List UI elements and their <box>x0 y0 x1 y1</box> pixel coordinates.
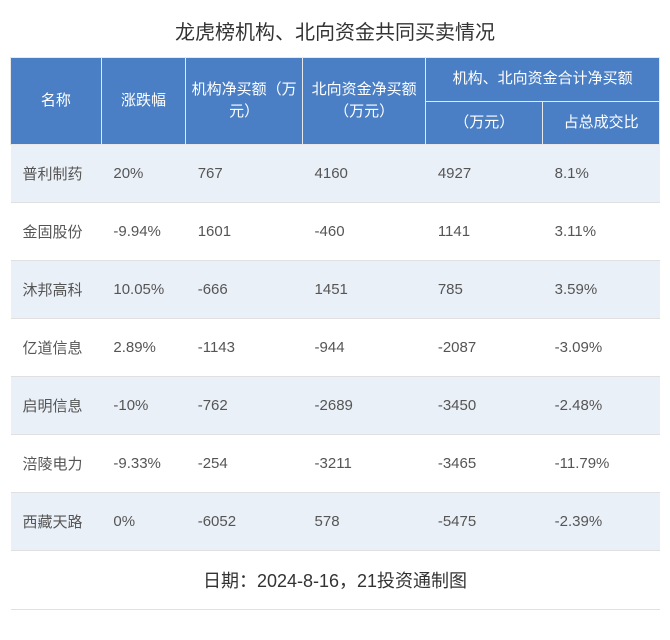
page-title: 龙虎榜机构、北向资金共同买卖情况 <box>10 8 660 57</box>
cell-name: 亿道信息 <box>11 319 102 377</box>
cell-inst_net: -254 <box>186 435 303 493</box>
cell-ratio: 3.59% <box>543 261 660 319</box>
cell-change_pct: -9.33% <box>101 435 185 493</box>
cell-change_pct: -10% <box>101 377 185 435</box>
cell-north_net: 1451 <box>303 261 426 319</box>
cell-total: 4927 <box>426 145 543 203</box>
cell-ratio: 3.11% <box>543 203 660 261</box>
header-name: 名称 <box>11 58 102 145</box>
cell-total: -3450 <box>426 377 543 435</box>
cell-ratio: -3.09% <box>543 319 660 377</box>
data-table: 名称 涨跌幅 机构净买额（万元） 北向资金净买额（万元） 机构、北向资金合计净买… <box>10 57 660 610</box>
cell-name: 西藏天路 <box>11 493 102 551</box>
table-row: 亿道信息2.89%-1143-944-2087-3.09% <box>11 319 660 377</box>
cell-north_net: -3211 <box>303 435 426 493</box>
cell-change_pct: 20% <box>101 145 185 203</box>
cell-inst_net: -1143 <box>186 319 303 377</box>
cell-change_pct: 2.89% <box>101 319 185 377</box>
cell-inst_net: 1601 <box>186 203 303 261</box>
header-change-pct: 涨跌幅 <box>101 58 185 145</box>
cell-ratio: 8.1% <box>543 145 660 203</box>
cell-total: 1141 <box>426 203 543 261</box>
footer-text: 日期：2024-8-16，21投资通制图 <box>11 551 660 610</box>
cell-ratio: -2.39% <box>543 493 660 551</box>
cell-total: -5475 <box>426 493 543 551</box>
cell-north_net: -460 <box>303 203 426 261</box>
cell-ratio: -11.79% <box>543 435 660 493</box>
table-body: 普利制药20%767416049278.1%金固股份-9.94%1601-460… <box>11 145 660 551</box>
header-combined-group: 机构、北向资金合计净买额 <box>426 58 660 102</box>
cell-name: 涪陵电力 <box>11 435 102 493</box>
table-row: 西藏天路0%-6052578-5475-2.39% <box>11 493 660 551</box>
cell-inst_net: -762 <box>186 377 303 435</box>
cell-change_pct: 0% <box>101 493 185 551</box>
table-row: 启明信息-10%-762-2689-3450-2.48% <box>11 377 660 435</box>
cell-north_net: -2689 <box>303 377 426 435</box>
cell-north_net: -944 <box>303 319 426 377</box>
cell-inst_net: -6052 <box>186 493 303 551</box>
cell-north_net: 4160 <box>303 145 426 203</box>
header-combined-ratio: 占总成交比 <box>543 101 660 145</box>
cell-name: 沐邦高科 <box>11 261 102 319</box>
table-header: 名称 涨跌幅 机构净买额（万元） 北向资金净买额（万元） 机构、北向资金合计净买… <box>11 58 660 145</box>
cell-total: -3465 <box>426 435 543 493</box>
cell-inst_net: -666 <box>186 261 303 319</box>
table-row: 普利制药20%767416049278.1% <box>11 145 660 203</box>
cell-north_net: 578 <box>303 493 426 551</box>
cell-inst_net: 767 <box>186 145 303 203</box>
table-row: 金固股份-9.94%1601-46011413.11% <box>11 203 660 261</box>
cell-change_pct: -9.94% <box>101 203 185 261</box>
table-row: 沐邦高科10.05%-66614517853.59% <box>11 261 660 319</box>
cell-name: 启明信息 <box>11 377 102 435</box>
table-row: 涪陵电力-9.33%-254-3211-3465-11.79% <box>11 435 660 493</box>
header-combined-amount: （万元） <box>426 101 543 145</box>
header-north-net: 北向资金净买额（万元） <box>303 58 426 145</box>
cell-total: -2087 <box>426 319 543 377</box>
cell-change_pct: 10.05% <box>101 261 185 319</box>
table-container: 龙虎榜机构、北向资金共同买卖情况 名称 涨跌幅 机构净买额（万元） 北向资金净买… <box>0 0 670 618</box>
cell-name: 金固股份 <box>11 203 102 261</box>
header-inst-net: 机构净买额（万元） <box>186 58 303 145</box>
cell-name: 普利制药 <box>11 145 102 203</box>
cell-total: 785 <box>426 261 543 319</box>
footer-row: 日期：2024-8-16，21投资通制图 <box>11 551 660 610</box>
cell-ratio: -2.48% <box>543 377 660 435</box>
